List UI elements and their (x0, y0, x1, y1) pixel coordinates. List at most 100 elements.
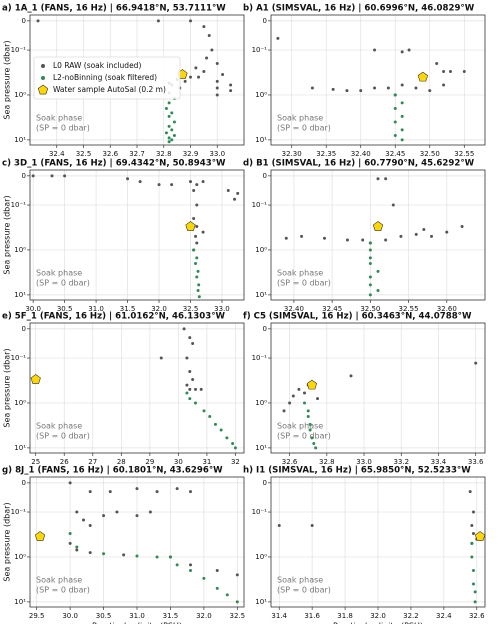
x-tick-label: 29.5 (29, 612, 45, 620)
y-tick-label: 0 (263, 17, 267, 25)
data-point (189, 563, 192, 567)
x-tick-label: 32.8 (319, 458, 335, 466)
data-point (391, 203, 395, 207)
data-point (197, 295, 201, 299)
data-point (368, 275, 372, 279)
data-point (170, 128, 174, 132)
x-tick-label: 31.5 (163, 612, 179, 620)
data-point (331, 87, 335, 91)
data-point (225, 593, 229, 597)
x-tick-label: 32.55 (399, 305, 419, 313)
x-tick-label: 32.6 (469, 612, 485, 620)
water-sample (417, 71, 428, 82)
panel: a) 1A_1 (FANS, 16 Hz) | 66.9418°N, 53.71… (2, 4, 245, 158)
y-tick-label: 10⁻¹ (252, 354, 268, 362)
y-tick-label: 10¹ (14, 598, 26, 606)
data-point (199, 387, 203, 391)
data-point (373, 86, 377, 90)
annotation: (SP = 0 dbar) (277, 586, 331, 595)
data-point (471, 510, 475, 514)
data-point (376, 269, 380, 273)
annotation: (SP = 0 dbar) (36, 279, 90, 288)
data-point (400, 50, 404, 54)
panel: e) 5F_1 (FANS, 16 Hz) | 61.0162°N, 46.13… (2, 312, 245, 466)
data-point (470, 524, 474, 528)
panel-title: b) A1 (SIMSVAL, 16 Hz) | 60.6996°N, 46.0… (243, 4, 475, 14)
data-point (386, 86, 390, 90)
data-point (310, 436, 314, 440)
data-point (462, 69, 466, 73)
data-point (430, 234, 433, 238)
y-tick-label: 10⁰ (14, 399, 26, 407)
x-tick-label: 32.6 (102, 150, 118, 158)
data-point (233, 446, 237, 450)
y-tick-label: 10⁻¹ (11, 201, 27, 209)
data-point (195, 203, 199, 207)
data-point (196, 269, 200, 273)
x-tick-label: 33.0 (356, 458, 372, 466)
data-point (36, 19, 40, 23)
y-tick-label: 0 (22, 17, 26, 25)
y-axis-label: Sea pressure (dbar) (3, 40, 12, 119)
data-point (135, 487, 139, 491)
data-point (102, 514, 106, 518)
x-tick-label: 32.2 (403, 612, 419, 620)
data-point (215, 86, 219, 90)
data-point (75, 510, 79, 514)
data-point (168, 555, 172, 559)
water-sample (34, 531, 46, 541)
x-tick-label: 31.6 (304, 612, 320, 620)
data-point (312, 442, 316, 446)
data-point (215, 586, 219, 590)
y-tick-label: 10⁻¹ (11, 46, 27, 54)
panel-title: d) B1 (SIMSVAL, 16 Hz) | 60.7790°N, 45.6… (243, 159, 475, 169)
data-point (185, 391, 189, 395)
axes-frame (270, 476, 486, 608)
data-point (323, 236, 326, 240)
data-point (185, 356, 189, 360)
data-point (384, 177, 388, 181)
data-point (195, 183, 199, 187)
x-tick-label: 32.4 (49, 150, 65, 158)
data-point (102, 552, 106, 556)
data-point (284, 236, 288, 240)
data-point (460, 224, 464, 228)
data-point (400, 138, 404, 142)
y-tick-label: 10¹ (255, 598, 267, 606)
data-point (192, 188, 196, 192)
data-point (471, 582, 475, 586)
annotation: Soak phase (277, 422, 323, 431)
data-point (167, 114, 171, 118)
data-point (201, 230, 205, 234)
data-point (75, 548, 79, 552)
data-point (359, 89, 363, 93)
water-sample (306, 379, 318, 390)
data-point (468, 490, 472, 494)
data-point (164, 106, 168, 110)
data-point (88, 551, 92, 555)
data-point (167, 136, 171, 140)
x-tick-label: 31 (202, 458, 211, 466)
x-tick-label: 30 (174, 458, 183, 466)
data-point (215, 568, 219, 572)
x-tick-label: 32.45 (322, 305, 342, 313)
data-point (235, 573, 239, 577)
data-point (473, 600, 477, 604)
data-point (471, 568, 475, 572)
data-point (202, 25, 206, 29)
y-axis-label: Sea pressure (dbar) (3, 502, 12, 581)
data-point (306, 409, 310, 413)
data-point (68, 481, 72, 485)
data-point (188, 397, 192, 401)
x-tick-label: 31.5 (120, 305, 136, 313)
data-point (155, 490, 159, 494)
data-point (368, 283, 372, 287)
x-tick-label: 32.5 (230, 612, 246, 620)
y-tick-label: 0 (22, 479, 26, 487)
axes-frame (270, 14, 486, 146)
x-tick-label: 32.5 (183, 305, 199, 313)
panel: d) B1 (SIMSVAL, 16 Hz) | 60.7790°N, 45.6… (243, 159, 486, 313)
data-point (205, 56, 209, 60)
data-point (414, 232, 418, 236)
panel-title: f) C5 (SIMSVAL, 16 Hz) | 60.3463°N, 44.0… (243, 312, 472, 322)
